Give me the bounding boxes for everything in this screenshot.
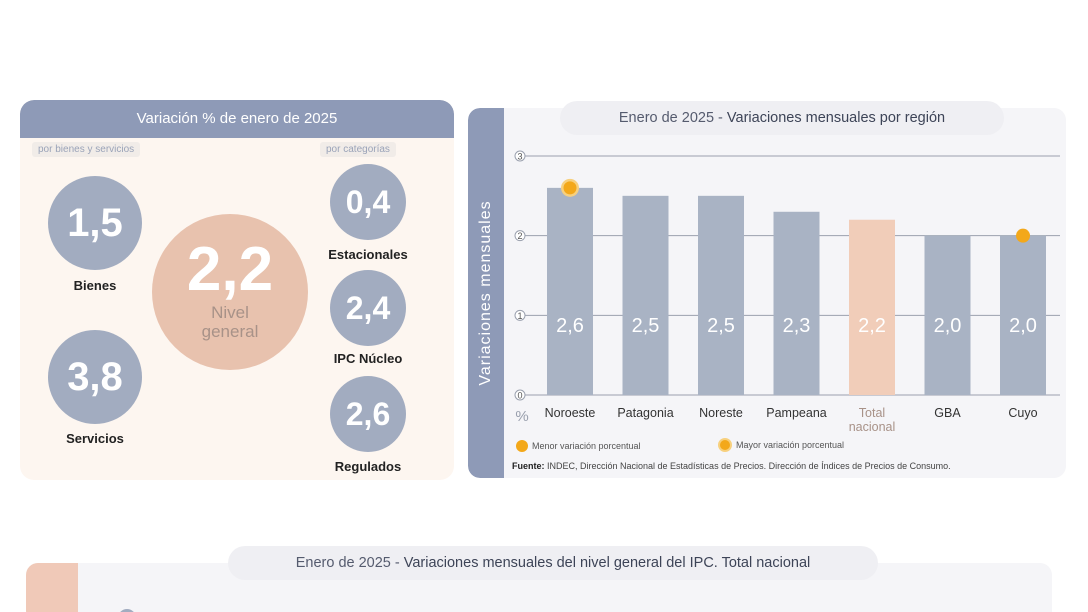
bienes-circle: 1,5 (48, 176, 142, 270)
bar (924, 235, 971, 395)
servicios-label: Servicios (66, 431, 124, 446)
chart-title-prefix: Enero de 2025 (618, 110, 715, 126)
x-tick-label: nacional (849, 420, 896, 434)
x-tick-label: Total (859, 406, 885, 420)
bottom-title-prefix: Enero de 2025 (295, 555, 391, 571)
bar-value-label: 2,6 (556, 315, 584, 337)
legend-min: Menor variación porcentual (516, 440, 641, 452)
bar (622, 195, 669, 395)
nivel-general-label-line2: general (201, 322, 259, 341)
y-tick-marker (514, 309, 526, 321)
ipc-nucleo-value: 2,4 (345, 289, 391, 326)
bar-value-label: 2,3 (783, 315, 811, 337)
min-marker-icon (516, 440, 528, 452)
bar-value-label: 2,5 (632, 315, 660, 337)
bar (1000, 235, 1046, 395)
side-bar: Variaciones mensuales (468, 108, 504, 478)
estacionales-circle: 0,4 (330, 164, 406, 240)
bottom-marker (118, 609, 136, 612)
y-tick-label: 2 (517, 231, 522, 241)
bar (547, 187, 593, 395)
y-axis-label: % (515, 408, 528, 425)
sub-label-goods-services: por bienes y servicios (32, 142, 141, 157)
min-marker (1016, 228, 1030, 243)
x-tick-label: Noreste (699, 406, 743, 420)
x-tick-label: Noroeste (545, 406, 596, 420)
x-tick-label: Pampeana (766, 406, 827, 420)
regulados-value: 2,6 (345, 395, 391, 432)
regulados-label: Regulados (334, 459, 402, 474)
y-tick-marker (514, 230, 526, 242)
legend-max: Mayor variación porcentual (720, 440, 844, 450)
nivel-general-label-line1: Nivel (211, 303, 249, 322)
bienes-value: 1,5 (67, 200, 123, 245)
source-text: INDEC, Dirección Nacional de Estadística… (544, 461, 951, 471)
bottom-title-main: Variaciones mensuales del nivel general … (403, 555, 811, 571)
bottom-chart-title: Enero de 2025 - Variaciones mensuales de… (228, 546, 878, 580)
chart-title-separator: - (714, 110, 727, 126)
y-tick-label: 1 (517, 311, 522, 321)
chart-title-main: Variaciones mensuales por región (726, 110, 946, 126)
servicios-value: 3,8 (67, 354, 123, 399)
nivel-general-circle: 2,2 Nivel general (152, 214, 308, 370)
bar (698, 195, 744, 395)
bottom-title-separator: - (390, 555, 404, 571)
y-tick-marker (514, 150, 526, 162)
y-tick-label: 3 (517, 152, 522, 162)
legend-max-text: Mayor variación porcentual (736, 440, 845, 450)
x-tick-label: GBA (934, 406, 961, 420)
bienes-label: Bienes (73, 278, 117, 293)
y-tick-marker (514, 389, 526, 401)
bar (849, 219, 895, 395)
chart-title: Enero de 2025 - Variaciones mensuales po… (560, 101, 1004, 135)
y-tick-label: 0 (517, 391, 522, 401)
bar-value-label: 2,5 (707, 315, 735, 337)
ipc-nucleo-label: IPC Núcleo (333, 351, 403, 366)
estacionales-value: 0,4 (345, 183, 391, 220)
estacionales-label: Estacionales (328, 247, 408, 262)
x-tick-label: Cuyo (1008, 406, 1037, 420)
legend-min-text: Menor variación porcentual (532, 441, 641, 451)
ipc-nucleo-circle: 2,4 (330, 270, 406, 346)
sub-label-categories: por categorías (320, 142, 396, 157)
regulados-circle: 2,6 (330, 376, 406, 452)
bar-value-label: 2,0 (934, 315, 962, 337)
bottom-side-bar (26, 563, 78, 612)
max-marker (563, 181, 577, 195)
source-label: Fuente: (512, 461, 545, 471)
max-marker-icon (720, 440, 730, 450)
bar-value-label: 2,0 (1009, 315, 1037, 337)
source-note: Fuente: INDEC, Dirección Nacional de Est… (512, 461, 951, 471)
servicios-circle: 3,8 (48, 330, 142, 424)
bar (773, 211, 820, 395)
left-panel-title: Variación % de enero de 2025 (20, 100, 454, 138)
bar-value-label: 2,2 (858, 315, 886, 337)
left-panel: Variación % de enero de 2025 por bienes … (20, 100, 454, 480)
x-tick-label: Patagonia (617, 406, 673, 420)
nivel-general-value: 2,2 (186, 235, 274, 304)
